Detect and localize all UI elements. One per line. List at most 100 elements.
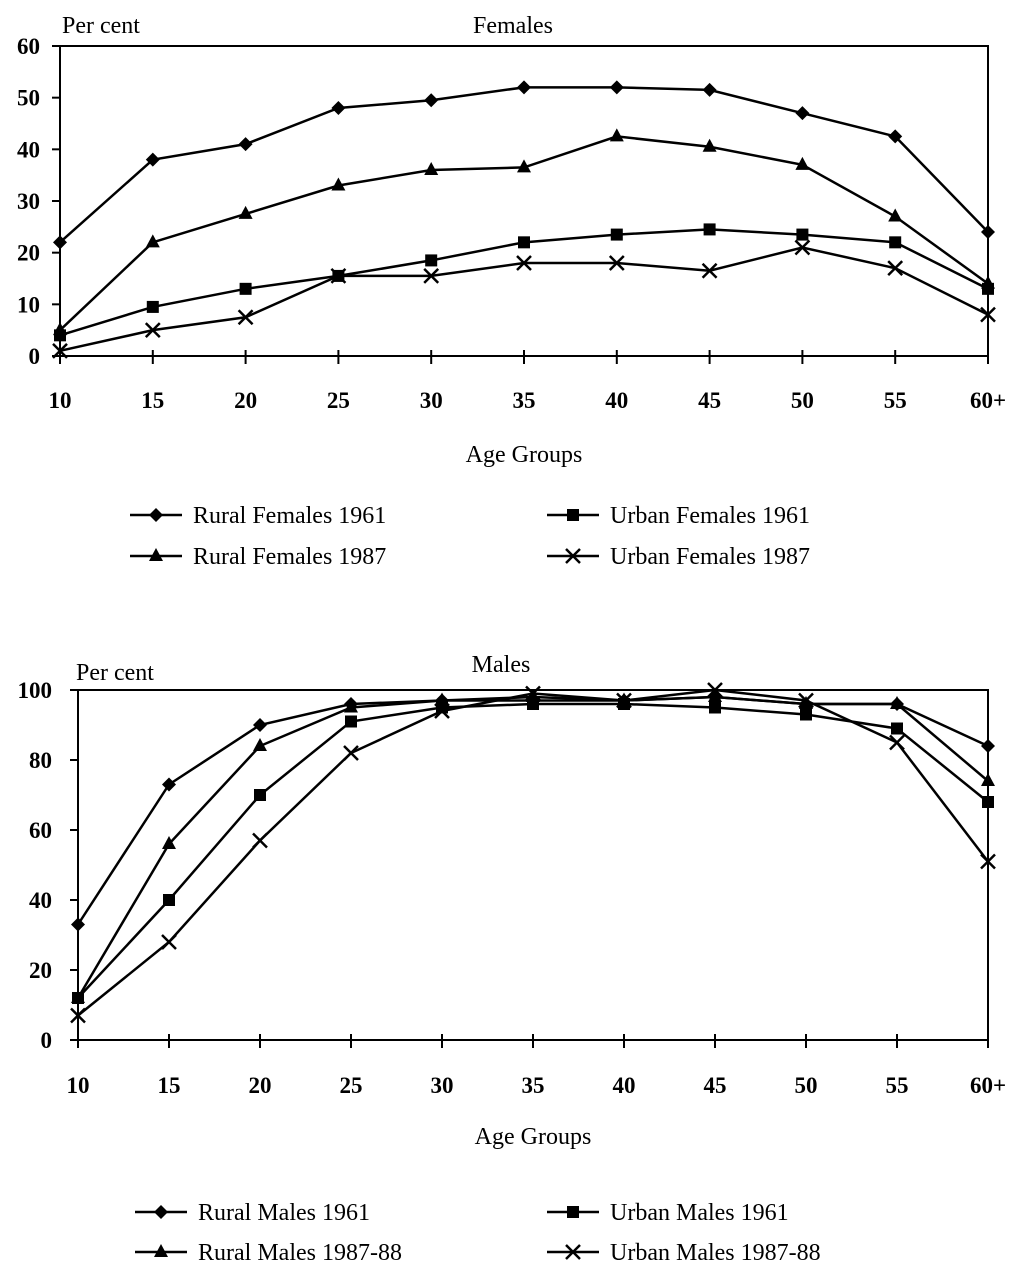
data-point [891,722,903,735]
y-tick-label: 10 [17,292,40,317]
series-triangle [71,689,995,1003]
series-cross [52,239,996,359]
y-tick-label: 0 [41,1028,53,1053]
data-point [795,106,810,121]
x-tick-label: 25 [340,1073,363,1098]
legend-marker [154,1244,168,1257]
data-point [70,1007,86,1024]
data-point [238,205,253,219]
data-point [434,703,450,719]
data-point [253,738,267,751]
data-point [609,80,624,95]
data-point [982,796,994,808]
series-line [77,688,989,1017]
y-tick-label: 20 [17,241,40,266]
data-point [525,685,541,702]
x-tick-label: 15 [158,1073,181,1098]
data-point [518,236,530,249]
y-tick-label: 60 [29,818,52,843]
y-tick-label: 60 [17,34,40,59]
series-line [77,702,989,999]
data-point [162,836,176,849]
data-point [238,137,253,152]
x-tick-label: 35 [513,388,536,413]
legend-label: Urban Males 1987-88 [610,1240,821,1264]
legend-marker [565,548,581,564]
data-point [254,789,266,801]
legend-marker [565,1244,581,1260]
x-tick-label: 30 [431,1073,454,1098]
legend-marker [567,509,579,521]
data-point [344,699,358,713]
chart-males: 0 20 40 60 80 100 10 15 20 25 30 35 40 45 50 55 60+ Per c… [18,652,1007,1266]
data-point [708,689,722,702]
data-point [889,236,902,249]
data-point [703,223,716,236]
data-point [981,773,995,786]
legend-entry: Urban Males 1961 [547,1200,789,1226]
data-point [889,734,905,751]
data-point [795,156,810,170]
y-axis-title: Per cent [62,13,140,39]
legend-entry: Rural Females 1961 [130,503,386,529]
series-triangle [53,128,995,336]
legend-entry: Rural Males 1987-88 [135,1240,402,1266]
y-axis-title: Per cent [76,660,154,686]
x-tick-label: 60+ [970,1073,1006,1098]
x-axis-title: Age Groups [475,1124,592,1150]
data-point [331,101,346,115]
y-tick-label: 20 [29,958,52,983]
data-point [144,322,161,339]
legend-entry: Urban Females 1961 [547,503,810,529]
data-point [702,82,717,97]
legend-entry: Rural Females 1987 [130,544,386,570]
legend-label: Urban Females 1961 [610,503,810,529]
y-tick-label: 80 [29,748,52,773]
x-tick-label: 45 [704,1073,727,1098]
data-point [343,745,359,761]
x-tick-label: 40 [605,388,628,413]
data-point [798,692,814,709]
x-tick-label: 15 [141,388,164,413]
legend-entry: Urban Females 1987 [547,544,810,570]
legend-label: Urban Females 1987 [610,544,810,570]
data-point [709,701,721,714]
x-tick-label: 40 [613,1073,636,1098]
data-point [701,262,718,279]
data-point [796,228,809,241]
data-point [53,322,67,336]
data-point [888,129,903,144]
plot-area-frame [77,689,989,1041]
data-point [237,309,254,326]
data-point [981,739,995,753]
legend-marker [149,548,163,561]
data-point [253,718,267,732]
data-point [71,990,85,1003]
x-tick-label: 30 [420,388,443,413]
data-point [887,260,904,277]
x-tick-label: 50 [791,388,814,413]
data-point [981,225,995,239]
data-point [71,917,85,932]
data-point [53,235,67,250]
legend-marker [567,1206,579,1218]
legend-label: Rural Females 1961 [193,503,386,529]
chart-title: Females [473,13,553,39]
x-tick-label: 45 [698,388,721,413]
data-point [435,692,449,706]
series-diamond [53,80,995,250]
data-point [330,268,347,284]
data-point [424,93,439,108]
x-tick-label: 35 [522,1073,545,1098]
x-tick-label: 10 [67,1073,90,1098]
data-point [146,300,159,313]
data-point [890,696,904,709]
data-point [331,177,346,191]
legend-marker [149,508,163,522]
data-point [239,282,252,295]
x-tick-label: 20 [249,1073,272,1098]
data-point [252,832,268,849]
data-point [702,138,717,152]
data-point [800,708,812,721]
